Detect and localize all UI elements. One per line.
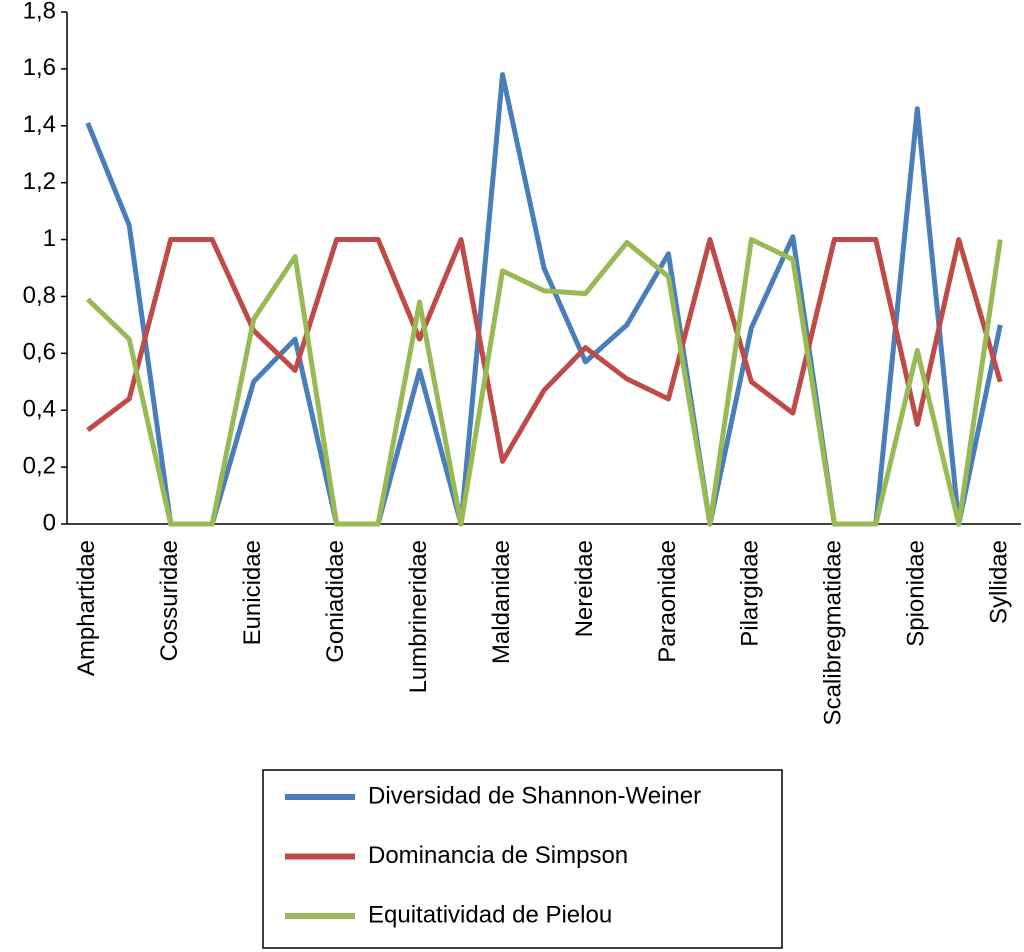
x-tick-label: Paraonidae [654, 540, 681, 663]
y-tick-label: 0 [43, 509, 56, 536]
y-tick-label: 0,8 [23, 282, 56, 309]
x-tick-label: Syllidae [986, 540, 1013, 624]
x-tick-label: Scalibregmatidae [820, 540, 847, 725]
y-tick-label: 1,6 [23, 54, 56, 81]
x-tick-label: Amphartidae [73, 540, 100, 676]
y-tick-label: 1,8 [23, 0, 56, 24]
series-line [86, 237, 1003, 464]
y-tick-label: 0,4 [23, 396, 56, 423]
y-tick-label: 0,6 [23, 339, 56, 366]
x-tick-label: Lumbrineridae [405, 540, 432, 693]
y-tick-label: 0,2 [23, 452, 56, 479]
x-tick-label: Cossuridae [156, 540, 183, 661]
legend-label: Diversidad de Shannon-Weiner [368, 782, 701, 809]
x-tick-label: Nereidae [571, 540, 598, 637]
y-tick-label: 1,2 [23, 168, 56, 195]
y-tick-label: 1,4 [23, 111, 56, 138]
x-tick-label: Pilargidae [737, 540, 764, 647]
y-tick-label: 1 [43, 225, 56, 252]
x-tick-label: Spionidae [903, 540, 930, 647]
x-tick-label: Eunicidae [239, 540, 266, 645]
x-tick-label: Goniadidae [322, 540, 349, 663]
legend-label: Equitatividad de Pielou [368, 901, 612, 928]
legend-label: Dominancia de Simpson [368, 842, 628, 869]
series-line [86, 237, 1003, 527]
x-tick-label: Maldanidae [488, 540, 515, 664]
